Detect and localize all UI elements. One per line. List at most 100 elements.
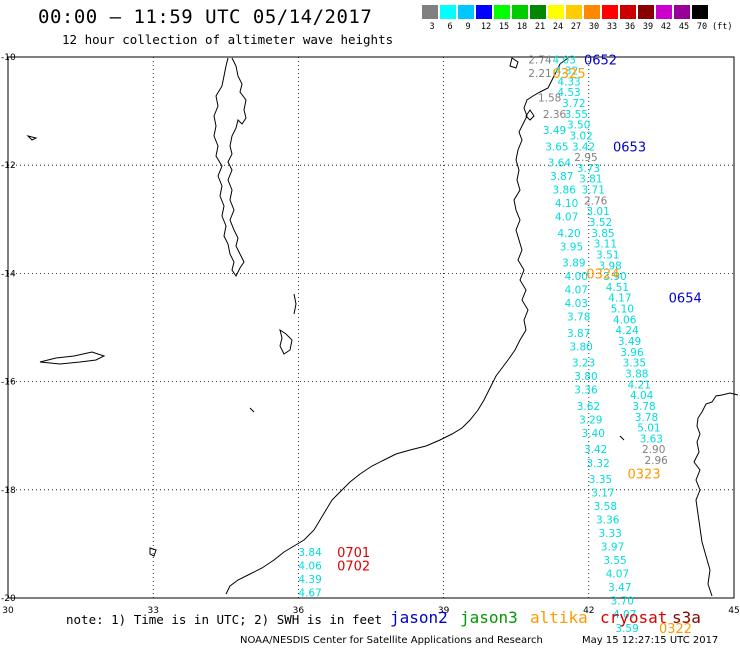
legend-swatch <box>656 5 672 19</box>
legend-label: 3 <box>429 22 435 32</box>
legend-swatch <box>548 5 564 19</box>
legend-swatch <box>512 5 528 19</box>
wave-height-value: 3.49 <box>543 125 566 137</box>
coastline-lake-malawi <box>213 57 247 277</box>
wave-height-value: 3.86 <box>553 185 577 197</box>
wave-height-observations: 2.742.21 1.58 2.36 3.49 3.65 3.64 3.87 3.864.10… <box>298 55 668 635</box>
wave-height-value: 3.01 <box>586 206 609 218</box>
coastline <box>26 57 739 597</box>
legend-label: 30 <box>588 22 600 32</box>
wave-height-value: 3.63 <box>640 433 663 445</box>
pass-time-label: 0325 <box>553 67 586 82</box>
wave-height-value: 3.65 <box>545 141 568 153</box>
wave-height-value: 2.90 <box>642 444 665 456</box>
legend-label: 12 <box>480 22 492 32</box>
wave-height-value: 3.78 <box>632 401 655 413</box>
legend-swatch <box>440 5 456 19</box>
wave-height-value: 3.32 <box>586 458 609 470</box>
lat-tick-label: -10 <box>1 53 16 63</box>
legend-swatch <box>458 5 474 19</box>
coastline-lake-small <box>279 328 293 355</box>
wave-height-value: 4.20 <box>557 228 580 240</box>
wave-height-value: 3.55 <box>565 109 588 121</box>
legend-swatch <box>692 5 708 19</box>
wave-height-value: 5.10 <box>611 304 634 316</box>
coastline-islet-west <box>26 135 38 141</box>
coastline-cahora <box>249 407 255 413</box>
wave-height-value: 3.11 <box>594 239 617 251</box>
wave-height-value: 3.90 <box>603 271 626 283</box>
map-frame <box>7 56 735 599</box>
wave-height-value: 2.95 <box>574 152 597 164</box>
wave-height-value: 4.07 <box>555 212 578 224</box>
wave-height-value: 3.87 <box>567 328 590 340</box>
wave-height-value: 3.51 <box>596 249 619 261</box>
wave-height-value: 2.96 <box>644 455 668 467</box>
wave-height-value: 3.35 <box>623 358 646 370</box>
legend-label: 27 <box>570 22 582 32</box>
legend-swatch <box>476 5 492 19</box>
legend-swatch <box>530 5 546 19</box>
wave-height-value: 3.98 <box>598 260 621 272</box>
pass-time-label: 0652 <box>584 54 617 69</box>
wave-height-value: 4.17 <box>608 293 631 305</box>
pass-time-label: 0702 <box>337 560 370 575</box>
legend-swatch <box>566 5 582 19</box>
wave-height-value: 3.49 <box>618 336 641 348</box>
coastline-islet-mid <box>525 109 535 121</box>
satellite-name: altika <box>530 608 588 627</box>
satellite-name: cryosat <box>600 608 668 627</box>
wave-height-value: 4.67 <box>298 588 321 600</box>
wave-height-value: 3.42 <box>572 141 595 153</box>
wave-height-value: 3.47 <box>608 582 631 594</box>
lat-tick-label: -16 <box>1 378 16 388</box>
wave-height-value: 4.06 <box>298 561 322 573</box>
wave-height-value: 4.03 <box>553 55 576 67</box>
wave-height-value: 3.35 <box>589 474 612 486</box>
wave-height-value: 3.80 <box>574 371 597 383</box>
legend-swatch <box>602 5 618 19</box>
wave-height-value: 4.24 <box>615 325 639 337</box>
credit-line: NOAA/NESDIS Center for Satellite Applica… <box>240 635 543 646</box>
legend-label: 6 <box>447 22 453 32</box>
legend-label: 15 <box>498 22 510 32</box>
coastline-africa <box>225 57 739 597</box>
wave-height-value: 4.32 <box>555 66 578 78</box>
wave-height-value: 3.62 <box>577 401 600 413</box>
wave-height-value: 4.39 <box>298 574 321 586</box>
wave-height-value: 3.58 <box>594 501 617 513</box>
legend-label: 24 <box>552 22 564 32</box>
wave-height-value: 4.10 <box>555 198 578 210</box>
legend-label: 70 <box>696 22 708 32</box>
wave-height-value: 3.84 <box>298 547 322 559</box>
wave-height-value: 2.21 <box>528 68 551 80</box>
map-title: 00:00 – 11:59 UTC 05/14/2017 <box>38 6 373 28</box>
wave-height-value: 3.78 <box>567 312 590 324</box>
wave-height-value: 3.29 <box>579 414 602 426</box>
pass-time-label: 0323 <box>628 468 661 483</box>
wave-height-value: 3.36 <box>574 385 598 397</box>
pass-time-label: 0654 <box>669 292 702 307</box>
coastline-bazaruto <box>149 547 157 557</box>
axis-ticks: 30 33 36 39 42 45 -10 -12 -14 -16 -18 -20 <box>1 53 740 616</box>
legend-label: 9 <box>465 22 471 32</box>
wave-height-value: 4.07 <box>565 285 588 297</box>
wave-height-value: 3.73 <box>577 163 600 175</box>
wave-height-value: 5.01 <box>637 423 660 435</box>
map-subtitle: 12 hour collection of altimeter wave hei… <box>62 32 394 47</box>
satellite-name: s3a <box>672 608 701 627</box>
wave-height-value: 3.23 <box>572 358 595 370</box>
wave-height-value: 3.81 <box>579 174 602 186</box>
coastline-mweru <box>39 351 106 365</box>
wave-height-value: 3.42 <box>584 444 607 456</box>
wave-height-value: 4.07 <box>606 569 629 581</box>
wave-height-value: 1.58 <box>538 93 561 105</box>
satellite-name: jason3 <box>460 608 518 627</box>
wave-height-value: 3.55 <box>603 555 626 567</box>
legend-swatch <box>422 5 438 19</box>
wave-height-value: 4.03 <box>565 298 588 310</box>
wave-height-value: 3.59 <box>615 623 638 635</box>
coastline-islet-north <box>509 57 519 69</box>
lon-tick-label: 39 <box>438 606 450 616</box>
wave-height-value: 4.53 <box>557 87 580 99</box>
